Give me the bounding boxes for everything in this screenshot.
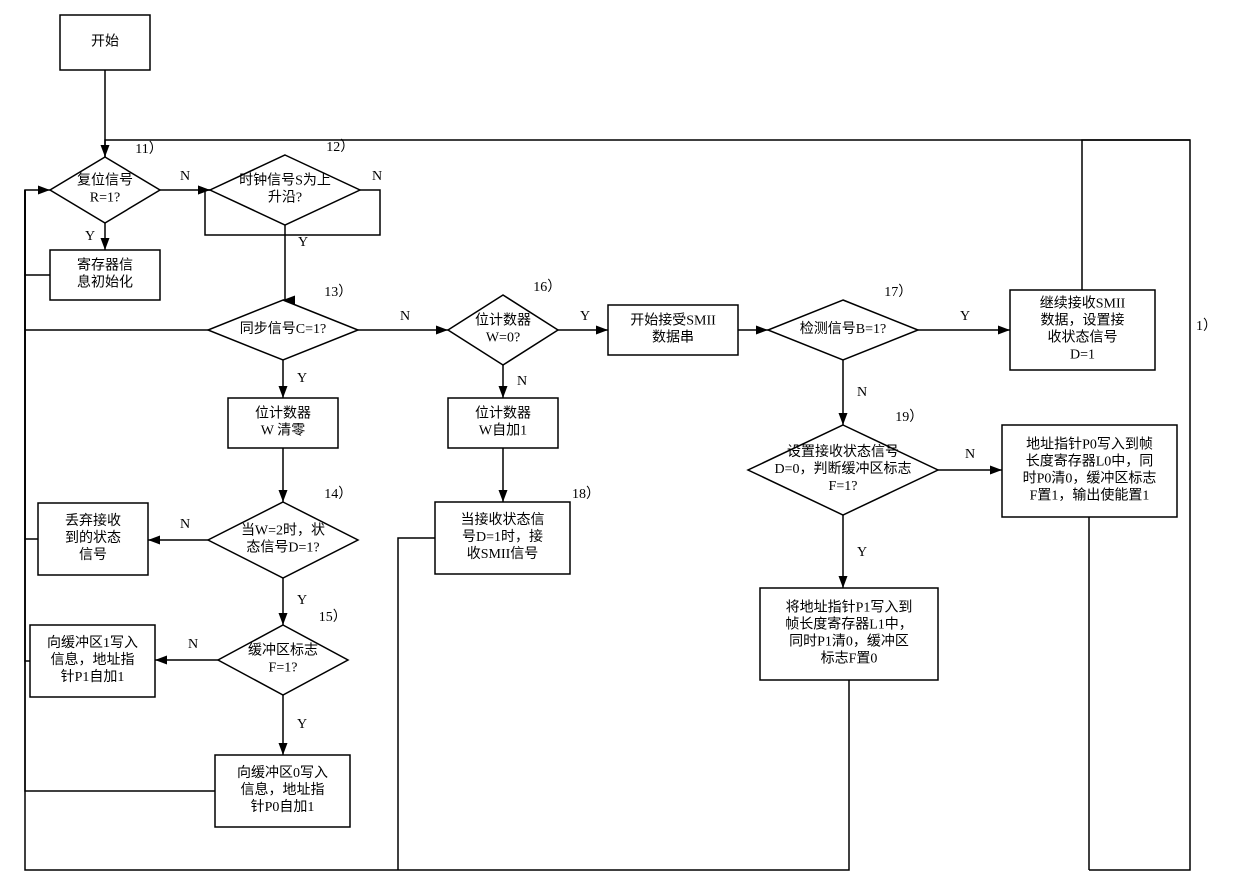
svg-text:针P0自加1: 针P0自加1 [251, 799, 315, 815]
svg-text:17）: 17） [884, 284, 912, 300]
svg-text:数据，设置接: 数据，设置接 [1041, 312, 1125, 329]
svg-text:N: N [188, 637, 198, 652]
svg-text:态信号D=1?: 态信号D=1? [246, 540, 319, 556]
svg-text:Y: Y [85, 229, 95, 244]
svg-text:寄存器信: 寄存器信 [77, 257, 133, 274]
svg-text:向缓冲区1写入: 向缓冲区1写入 [47, 635, 138, 651]
svg-text:位计数器: 位计数器 [475, 313, 531, 329]
svg-text:N: N [372, 169, 382, 184]
svg-text:信息，地址指: 信息，地址指 [241, 781, 325, 798]
svg-text:时钟信号S为上: 时钟信号S为上 [239, 172, 331, 189]
svg-text:继续接收SMII: 继续接收SMII [1040, 295, 1126, 312]
svg-text:开始: 开始 [91, 34, 119, 50]
svg-text:息初始化: 息初始化 [77, 274, 133, 291]
svg-text:W 清零: W 清零 [261, 423, 305, 439]
svg-text:R=1?: R=1? [90, 191, 120, 206]
svg-text:位计数器: 位计数器 [475, 406, 531, 422]
svg-text:F置1，输出使能置1: F置1，输出使能置1 [1030, 487, 1150, 504]
svg-text:收状态信号: 收状态信号 [1048, 330, 1118, 346]
flowchart-svg: YNNYYNNYYNYNYNYN开始寄存器信息初始化位计数器W 清零丢弃接收到的… [0, 0, 1240, 896]
svg-text:地址指针P0写入到帧: 地址指针P0写入到帧 [1026, 437, 1153, 453]
svg-text:19）: 19） [895, 409, 923, 425]
svg-text:丢弃接收: 丢弃接收 [65, 512, 121, 529]
svg-text:Y: Y [297, 371, 307, 386]
svg-text:Y: Y [297, 593, 307, 608]
svg-text:Y: Y [298, 235, 308, 250]
svg-text:D=1: D=1 [1070, 348, 1095, 363]
svg-text:N: N [180, 169, 190, 184]
svg-text:D=0，判断缓冲区标志: D=0，判断缓冲区标志 [774, 461, 911, 477]
svg-text:N: N [517, 374, 527, 389]
svg-text:复位信号: 复位信号 [77, 172, 133, 189]
svg-text:N: N [180, 517, 190, 532]
svg-text:数据串: 数据串 [652, 330, 694, 346]
svg-text:针P1自加1: 针P1自加1 [61, 669, 125, 685]
svg-text:信息，地址指: 信息，地址指 [51, 651, 135, 668]
svg-text:将地址指针P1写入到: 将地址指针P1写入到 [786, 600, 913, 616]
svg-text:18）: 18） [572, 486, 600, 502]
svg-text:收SMII信号: 收SMII信号 [467, 546, 539, 562]
svg-text:同时P1清0，缓冲区: 同时P1清0，缓冲区 [789, 634, 909, 650]
svg-text:N: N [965, 447, 975, 462]
svg-text:16）: 16） [533, 279, 561, 295]
svg-text:N: N [857, 385, 867, 400]
svg-text:Y: Y [580, 309, 590, 324]
svg-text:检测信号B=1?: 检测信号B=1? [800, 321, 886, 337]
svg-text:升沿?: 升沿? [268, 190, 302, 206]
svg-text:1）: 1） [1196, 318, 1217, 334]
svg-text:设置接收状态信号: 设置接收状态信号 [787, 443, 899, 460]
svg-text:时P0清0，缓冲区标志: 时P0清0，缓冲区标志 [1023, 471, 1157, 487]
svg-text:F=1?: F=1? [829, 479, 858, 494]
svg-text:号D=1时，接: 号D=1时，接 [462, 528, 543, 545]
svg-text:信号: 信号 [79, 547, 107, 563]
svg-text:F=1?: F=1? [269, 661, 298, 676]
svg-text:同步信号C=1?: 同步信号C=1? [240, 321, 326, 337]
svg-text:开始接受SMII: 开始接受SMII [630, 312, 716, 329]
svg-text:Y: Y [297, 717, 307, 732]
svg-text:N: N [400, 309, 410, 324]
svg-text:向缓冲区0写入: 向缓冲区0写入 [237, 765, 328, 781]
svg-text:当接收状态信: 当接收状态信 [461, 511, 545, 528]
svg-text:当W=2时，状: 当W=2时，状 [241, 523, 325, 539]
svg-text:W自加1: W自加1 [479, 423, 527, 439]
svg-text:标志F置0: 标志F置0 [821, 651, 878, 667]
svg-text:Y: Y [857, 545, 867, 560]
svg-text:12）: 12） [326, 139, 354, 155]
svg-text:到的状态: 到的状态 [65, 530, 121, 546]
svg-text:11）: 11） [135, 141, 162, 157]
svg-text:缓冲区标志: 缓冲区标志 [248, 643, 318, 659]
svg-text:13）: 13） [324, 284, 352, 300]
svg-text:14）: 14） [324, 486, 352, 502]
svg-text:帧长度寄存器L1中，: 帧长度寄存器L1中， [785, 616, 913, 633]
svg-text:位计数器: 位计数器 [255, 406, 311, 422]
svg-text:W=0?: W=0? [486, 331, 520, 346]
svg-text:长度寄存器L0中，同: 长度寄存器L0中，同 [1026, 453, 1154, 470]
svg-text:Y: Y [960, 309, 970, 324]
svg-text:15）: 15） [319, 609, 347, 625]
